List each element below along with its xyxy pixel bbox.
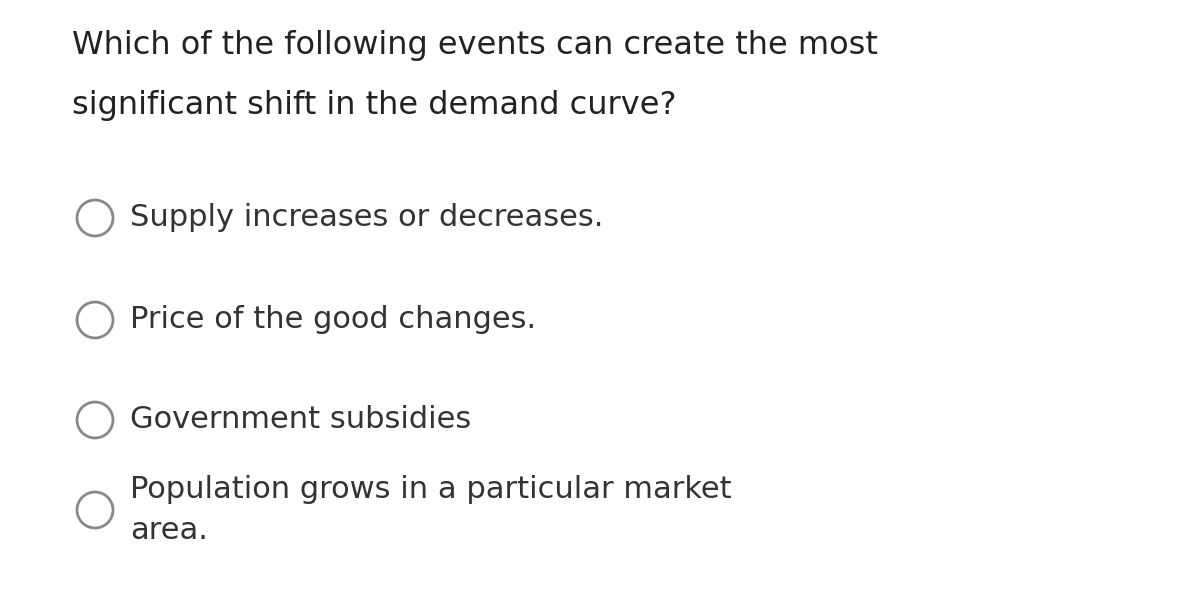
Text: Population grows in a particular market
area.: Population grows in a particular market … bbox=[130, 475, 732, 545]
Text: Price of the good changes.: Price of the good changes. bbox=[130, 305, 536, 335]
Text: Government subsidies: Government subsidies bbox=[130, 406, 472, 435]
Text: Supply increases or decreases.: Supply increases or decreases. bbox=[130, 204, 604, 232]
Text: Which of the following events can create the most: Which of the following events can create… bbox=[72, 30, 878, 61]
Text: significant shift in the demand curve?: significant shift in the demand curve? bbox=[72, 90, 677, 121]
